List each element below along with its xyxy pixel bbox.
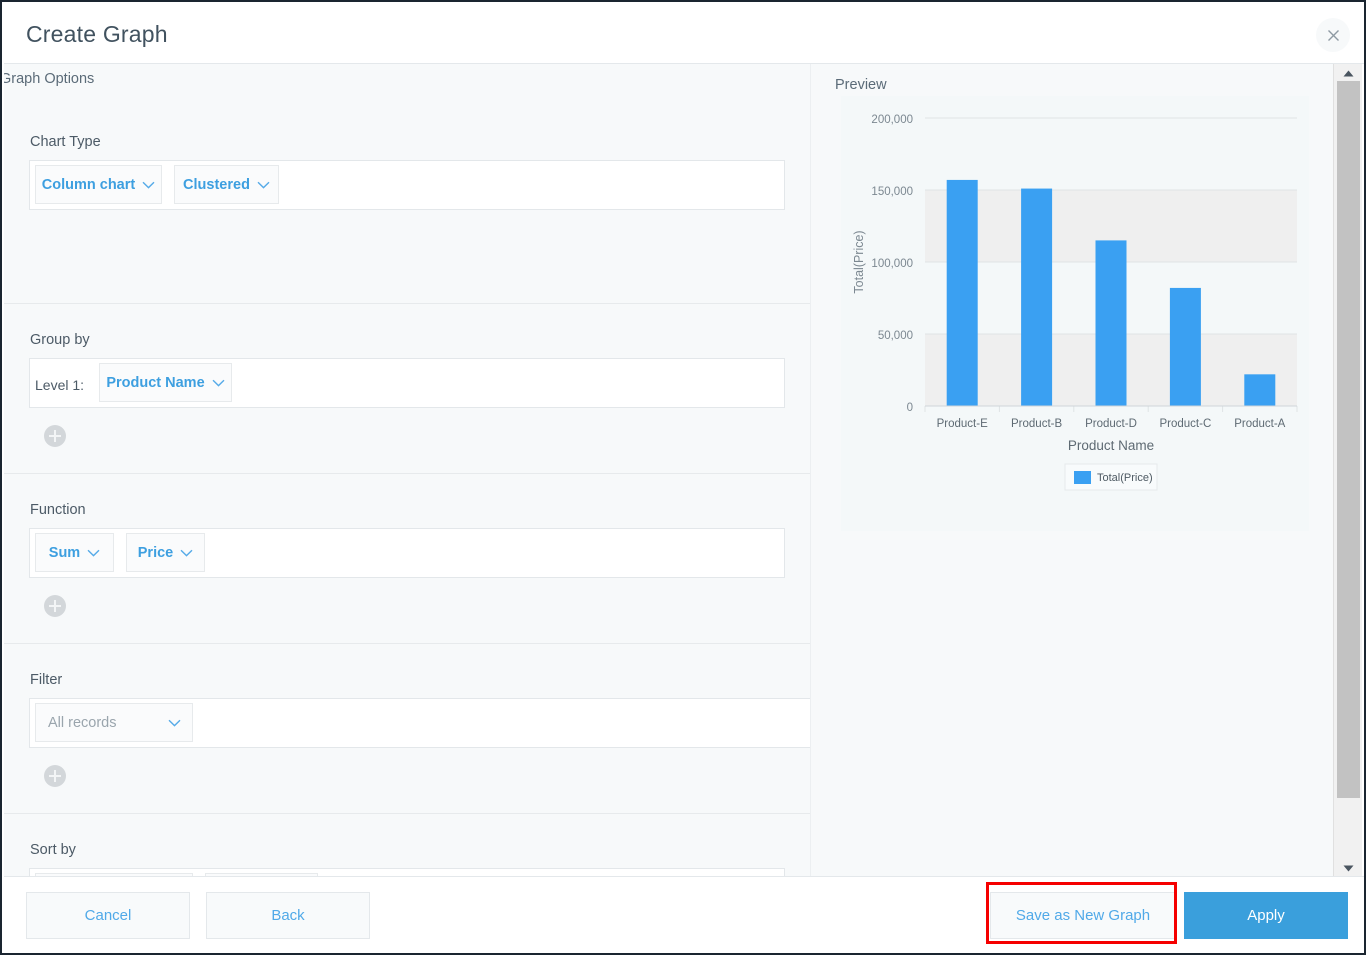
- cancel-button[interactable]: Cancel: [26, 892, 190, 939]
- vertical-scrollbar[interactable]: [1333, 64, 1362, 876]
- svg-text:Product-A: Product-A: [1234, 418, 1285, 430]
- function-label: Function: [30, 502, 86, 518]
- chart-type-value: Column chart: [41, 176, 136, 193]
- preview-pane: Preview 0 50,000 100,000 150,000 200,000 Tota…: [810, 64, 1337, 876]
- chart-type-label: Chart Type: [30, 134, 101, 150]
- group-by-level1-dropdown[interactable]: Product Name: [99, 363, 232, 402]
- sort-by-section: Sort by Total Descending: [4, 832, 810, 876]
- sort-by-label: Sort by: [30, 842, 76, 858]
- triangle-up-icon: [1343, 64, 1354, 82]
- group-by-level1-value: Product Name: [106, 374, 205, 391]
- sort-field-select[interactable]: Total: [35, 873, 193, 876]
- preview-caption: Preview: [835, 77, 887, 93]
- chart-preview-card: 0 50,000 100,000 150,000 200,000 Total(Price)…: [841, 96, 1309, 531]
- save-as-new-graph-label: Save as New Graph: [1015, 907, 1151, 924]
- section-divider: [4, 643, 810, 644]
- svg-text:150,000: 150,000: [871, 186, 913, 198]
- close-icon: [1327, 29, 1340, 42]
- save-as-new-graph-button[interactable]: Save as New Graph: [990, 892, 1176, 939]
- scrollbar-thumb[interactable]: [1337, 81, 1360, 798]
- cancel-button-label: Cancel: [84, 907, 132, 924]
- filter-section: Filter All records: [4, 662, 810, 812]
- sort-by-fieldbox: [29, 868, 785, 876]
- svg-text:Total(Price): Total(Price): [1097, 472, 1153, 484]
- function-field-value: Price: [137, 544, 174, 561]
- svg-text:Product-D: Product-D: [1085, 418, 1137, 430]
- add-filter-button[interactable]: [44, 765, 66, 787]
- function-aggregate-dropdown[interactable]: Sum: [35, 533, 114, 572]
- graph-options-caption: Graph Options: [4, 71, 95, 87]
- triangle-down-icon: [1343, 859, 1354, 877]
- chart-variant-value: Clustered: [183, 176, 250, 193]
- scroll-up-button[interactable]: [1334, 64, 1362, 81]
- page-title: Create Graph: [26, 21, 168, 47]
- svg-text:Total(Price): Total(Price): [852, 230, 866, 293]
- add-group-level-button[interactable]: [44, 425, 66, 447]
- dialog-content: Graph Options Chart Type Column chart Cl…: [4, 64, 1364, 876]
- chart-type-dropdown[interactable]: Column chart: [35, 165, 162, 204]
- chevron-down-icon: [168, 714, 181, 732]
- svg-text:200,000: 200,000: [871, 114, 913, 126]
- svg-text:Product-C: Product-C: [1160, 418, 1212, 430]
- sort-direction-dropdown[interactable]: Descending: [205, 873, 318, 876]
- add-function-button[interactable]: [44, 595, 66, 617]
- close-button[interactable]: [1316, 18, 1350, 52]
- filter-select[interactable]: All records: [35, 703, 193, 742]
- chevron-down-icon: [180, 544, 193, 562]
- graph-options-pane: Graph Options Chart Type Column chart Cl…: [4, 64, 810, 876]
- preview-chart: 0 50,000 100,000 150,000 200,000 Total(Price)…: [852, 114, 1298, 491]
- chevron-down-icon: [257, 176, 270, 194]
- section-divider: [4, 303, 810, 304]
- section-divider: [4, 473, 810, 474]
- chart-variant-dropdown[interactable]: Clustered: [174, 165, 279, 204]
- back-button[interactable]: Back: [206, 892, 370, 939]
- apply-button[interactable]: Apply: [1184, 892, 1348, 939]
- dialog-footer: Cancel Back Save as New Graph Apply: [4, 876, 1364, 953]
- section-divider: [4, 813, 810, 814]
- function-field-dropdown[interactable]: Price: [126, 533, 205, 572]
- function-section: Function Sum Price: [4, 492, 810, 642]
- group-by-section: Group by Level 1: Product Name: [4, 322, 810, 472]
- function-aggregate-value: Sum: [48, 544, 81, 561]
- chevron-down-icon: [142, 176, 155, 194]
- filter-value: All records: [48, 714, 117, 731]
- group-by-label: Group by: [30, 332, 90, 348]
- chevron-down-icon: [87, 544, 100, 562]
- apply-button-label: Apply: [1247, 907, 1285, 924]
- dialog-titlebar: Create Graph: [4, 4, 1364, 64]
- svg-text:Product-E: Product-E: [937, 418, 988, 430]
- group-by-level-label: Level 1:: [35, 377, 85, 393]
- svg-text:50,000: 50,000: [878, 330, 913, 342]
- chart-type-section: Chart Type Column chart Clustered: [4, 124, 810, 242]
- svg-text:Product Name: Product Name: [1068, 438, 1154, 453]
- svg-text:100,000: 100,000: [871, 258, 913, 270]
- svg-text:0: 0: [907, 402, 913, 414]
- scroll-down-button[interactable]: [1334, 859, 1362, 876]
- chevron-down-icon: [212, 374, 225, 392]
- svg-text:Product-B: Product-B: [1011, 418, 1062, 430]
- back-button-label: Back: [271, 907, 305, 924]
- filter-label: Filter: [30, 672, 63, 688]
